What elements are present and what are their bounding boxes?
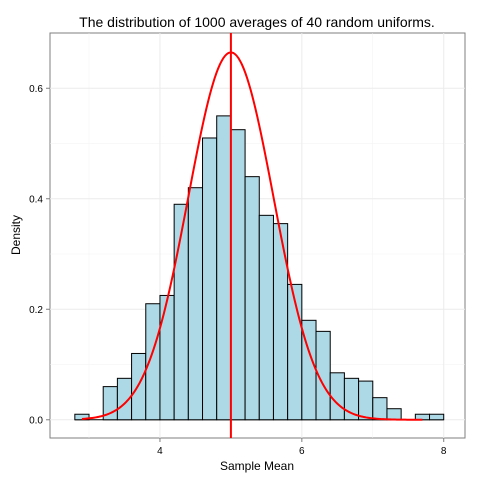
histogram-bar [74,413,90,421]
y-tick-label: 0.4 [29,194,43,205]
histogram-bar [272,223,289,421]
y-axis-label: Density [9,215,23,255]
y-tick-label: 0.6 [29,84,43,95]
histogram-bar [372,397,388,421]
y-axis-ticks: 0.0 0.2 0.4 0.6 [29,84,50,426]
chart-title: The distribution of 1000 averages of 40 … [79,14,435,30]
y-tick-label: 0.0 [29,415,43,426]
x-tick-label: 4 [157,446,163,457]
histogram-bar [386,408,402,421]
x-tick-label: 8 [441,446,447,457]
histogram-bar [159,294,175,421]
histogram-bar [429,413,445,421]
x-axis-ticks: 4 6 8 [157,438,447,457]
histogram-bar [244,176,260,421]
histogram-bars [74,115,445,421]
histogram-bar [202,137,218,421]
x-axis-label: Sample Mean [220,459,294,473]
density-curve [81,51,423,421]
histogram-bar [358,380,374,421]
histogram-bar [216,115,232,421]
histogram-bar [230,129,246,421]
histogram-bar [329,372,345,421]
histogram-bar [187,187,204,421]
y-tick-label: 0.2 [29,305,43,316]
histogram-bar [258,214,274,421]
histogram-bar [145,303,161,421]
x-tick-label: 6 [299,446,305,457]
